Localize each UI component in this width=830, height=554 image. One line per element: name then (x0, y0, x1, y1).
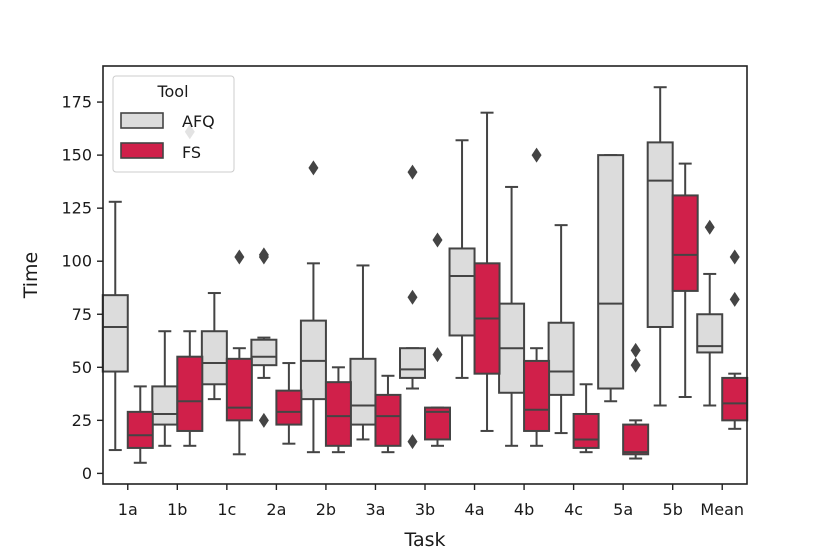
box-body-afq-5b (646, 141, 674, 328)
box-afq-5b (646, 86, 674, 407)
box-body-fs-2a (275, 389, 303, 426)
box-body-fs-mean (721, 376, 749, 422)
legend-swatch-fs (120, 142, 164, 159)
x-tick-label-2b: 2b (316, 500, 336, 519)
box-afq-5a (597, 154, 625, 403)
box-body-afq-4c (547, 321, 575, 396)
box-body-afq-1a (101, 294, 129, 373)
box-body-fs-5a (622, 423, 650, 456)
x-axis-title: Task (403, 529, 445, 551)
box-fs-1a (126, 385, 154, 464)
x-tick-label-1b: 1b (167, 500, 187, 519)
box-fs-1c (225, 249, 253, 456)
box-body-fs-1a (126, 410, 154, 449)
axis-layer: 0 25 50 75 100 125 150 175 1a 1b 1c 2a 2b 3a 3b 4a 4b 4c 5… (61, 93, 744, 519)
x-tick-label-1c: 1c (217, 500, 236, 519)
box-body-afq-2a (250, 338, 278, 367)
box-body-afq-2b (299, 319, 327, 401)
box-body-fs-3a (374, 393, 402, 447)
x-tick-label-1a: 1a (118, 500, 138, 519)
outlier-afq-2a-2 (258, 247, 269, 263)
box-body-fs-2b (324, 381, 352, 447)
box-fs-3a (374, 374, 402, 454)
y-tick-label-75: 75 (72, 305, 92, 324)
box-fs-5b (671, 162, 699, 399)
plot-layer (101, 86, 749, 464)
y-tick-label-125: 125 (61, 199, 92, 218)
legend-title: Tool (156, 82, 188, 101)
box-afq-1b (151, 330, 179, 447)
x-tick-label-3b: 3b (415, 500, 435, 519)
box-afq-3a (349, 264, 377, 441)
outlier-fs-3b-0 (432, 347, 443, 363)
box-body-afq-1c (200, 330, 228, 386)
box-afq-1c (200, 292, 228, 401)
box-body-afq-3b (399, 347, 426, 379)
box-body-afq-5a (597, 154, 625, 390)
box-body-fs-1c (225, 357, 253, 422)
x-tick-label-4b: 4b (514, 500, 534, 519)
box-afq-mean (696, 219, 724, 407)
box-body-afq-4a (448, 247, 476, 337)
y-tick-label-50: 50 (72, 358, 92, 377)
outlier-afq-3b-2 (407, 164, 418, 180)
x-tick-label-5a: 5a (613, 500, 633, 519)
legend-label-afq: AFQ (182, 112, 215, 131)
box-body-afq-3a (349, 357, 377, 426)
box-fs-2a (275, 362, 303, 445)
legend-label-fs: FS (182, 143, 201, 162)
box-body-fs-4c (572, 412, 600, 449)
outlier-fs-3b-1 (432, 232, 443, 248)
box-afq-1a (101, 200, 129, 452)
outlier-afq-2a-0 (258, 412, 269, 428)
box-fs-2b (324, 366, 352, 454)
box-fs-3b (424, 232, 451, 447)
y-tick-label-100: 100 (61, 252, 92, 271)
outlier-fs-1c-0 (234, 249, 245, 265)
x-tick-label-4a: 4a (465, 500, 485, 519)
x-tick-label-Mean: Mean (700, 500, 744, 519)
outlier-afq-3b-0 (407, 434, 418, 450)
box-fs-5a (622, 342, 650, 460)
box-afq-4a (448, 139, 476, 379)
x-tick-label-5b: 5b (663, 500, 683, 519)
outlier-fs-mean-1 (729, 249, 740, 265)
box-afq-3b (399, 164, 426, 450)
box-fs-4c (572, 383, 600, 454)
outlier-afq-3b-1 (407, 289, 418, 305)
outlier-afq-mean-0 (704, 219, 715, 235)
box-body-fs-1b (176, 355, 204, 432)
outlier-fs-5a-1 (630, 342, 641, 358)
legend: Tool AFQ FS (112, 75, 235, 173)
box-fs-1b (176, 124, 204, 447)
box-afq-2a (250, 247, 278, 428)
box-fs-mean (721, 249, 749, 430)
box-body-fs-3b (424, 406, 451, 441)
box-fs-4b (523, 147, 551, 447)
y-tick-label-0: 0 (82, 464, 92, 483)
legend-swatch-afq (120, 112, 164, 129)
x-tick-label-2a: 2a (266, 500, 286, 519)
x-tick-label-3a: 3a (365, 500, 385, 519)
y-tick-label-150: 150 (61, 146, 92, 165)
x-tick-label-4c: 4c (564, 500, 583, 519)
box-afq-4b (498, 185, 526, 447)
outlier-fs-5a-0 (630, 357, 641, 373)
outlier-fs-4b-0 (531, 147, 542, 163)
box-afq-2b (299, 160, 327, 454)
box-body-afq-1b (151, 385, 179, 426)
y-tick-label-25: 25 (72, 411, 92, 430)
outlier-fs-mean-0 (729, 291, 740, 307)
box-afq-4c (547, 224, 575, 435)
y-axis-title: Time (20, 252, 42, 300)
box-body-fs-5b (671, 194, 699, 292)
y-tick-label-175: 175 (61, 93, 92, 112)
outlier-afq-2b-0 (308, 160, 319, 176)
box-body-fs-4b (523, 359, 551, 432)
box-fs-4a (473, 111, 501, 432)
